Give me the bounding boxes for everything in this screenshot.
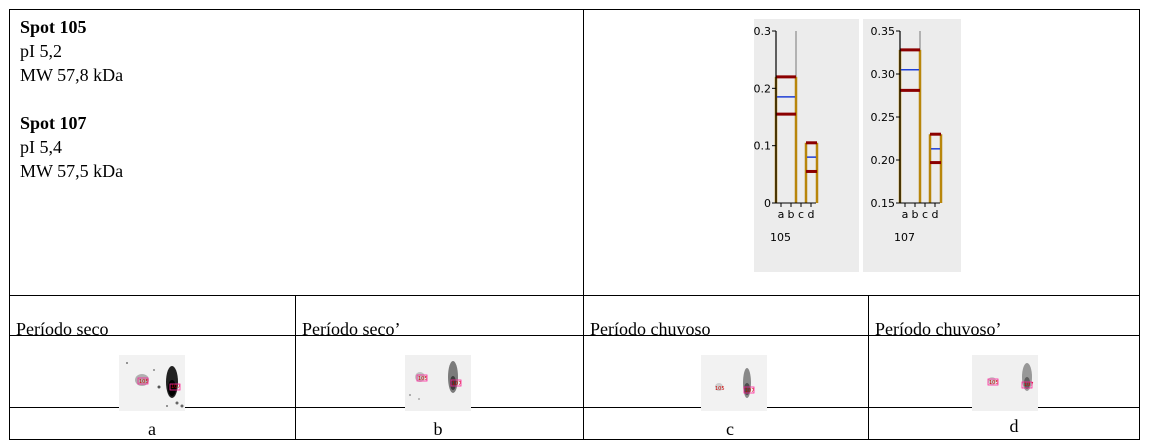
results-table: Spot 105 pI 5,2 MW 57,8 kDa Spot 107 pI …	[9, 9, 1140, 440]
y-tick-label: 0.25	[871, 111, 896, 124]
gel-c-label-107: 107	[745, 388, 755, 394]
gel-image-d: 105 107	[972, 355, 1038, 411]
gel-image-c: 105 107	[701, 355, 767, 411]
y-tick-label: 0.1	[754, 140, 771, 153]
table-divider-1	[9, 295, 1140, 296]
table-divider-col3	[868, 295, 869, 440]
column-letter-d: d	[1009, 416, 1019, 436]
spot-105-label: Spot 105	[20, 17, 87, 37]
y-tick-label: 0.35	[871, 25, 896, 38]
table-border-top	[9, 9, 1140, 10]
spot-105-mw: MW 57,8 kDa	[20, 65, 124, 85]
chart-105: 0.3 0.2 0.1 0a b c d 105	[754, 25, 819, 244]
gel-b-label-105: 105	[418, 376, 428, 382]
gel-c-label-105: 105	[715, 386, 725, 392]
x-tick-label-b: b	[788, 208, 795, 221]
spot-107-mw: MW 57,5 kDa	[20, 161, 124, 181]
period-header-chuvoso: Período chuvoso	[590, 319, 711, 339]
y-tick-label: 0.30	[871, 68, 896, 81]
table-divider-center	[583, 9, 584, 440]
gel-d-label-105: 105	[989, 380, 999, 386]
chart-107: 0.35 0.30 0.25 0.20 0.15 a b c d 107	[871, 25, 943, 244]
chart-panel-107: 0.35 0.30 0.25 0.20 0.15 a b c d 107	[863, 19, 961, 272]
gel-a-label-105: 105	[139, 379, 149, 385]
column-letter-b: b	[433, 419, 443, 439]
x-tick-label-b: b	[912, 208, 919, 221]
y-tick-label: 0.20	[871, 154, 896, 167]
table-divider-2	[9, 335, 1140, 336]
period-header-seco-prime: Período seco’	[302, 319, 401, 339]
x-tick-label-d: d	[932, 208, 939, 221]
period-header-seco: Período seco	[16, 319, 109, 339]
gel-a-label-107: 107	[171, 384, 181, 390]
gel-image-a: 105 107	[119, 355, 185, 411]
spot-107-pi: pI 5,4	[20, 137, 62, 157]
y-tick-label: 0.2	[754, 82, 771, 95]
table-border-bottom	[9, 439, 1140, 440]
y-tick-label: 0.15	[871, 197, 896, 210]
y-tick-label: 0	[764, 197, 771, 210]
spot-107-label: Spot 107	[20, 113, 87, 133]
table-border-right	[1139, 9, 1140, 440]
chart-panel-105: 0.3 0.2 0.1 0 a b c d 105	[754, 19, 859, 272]
x-tick-label-a: a	[778, 208, 785, 221]
gel-image-b: 105 107	[405, 355, 471, 411]
y-tick-label: 0.3	[754, 25, 771, 38]
chart-title: 107	[894, 231, 915, 244]
spot-105-pi: pI 5,2	[20, 41, 62, 61]
column-letter-a: a	[148, 419, 156, 439]
gel-b-label-107: 107	[452, 381, 462, 387]
table-border-left	[9, 9, 10, 440]
x-tick-label-c: c	[922, 208, 928, 221]
x-tick-label-a: a	[902, 208, 909, 221]
spot-info: Spot 105 pI 5,2 MW 57,8 kDa Spot 107 pI …	[20, 15, 123, 183]
column-letter-c: c	[726, 419, 734, 439]
table-divider-col1	[295, 295, 296, 440]
table-divider-3	[9, 407, 1140, 408]
period-header-chuvoso-prime: Período chuvoso’	[875, 319, 1002, 339]
x-tick-label-c: c	[798, 208, 804, 221]
chart-title: 105	[770, 231, 791, 244]
x-tick-label-d: d	[808, 208, 815, 221]
gel-d-label-107: 107	[1024, 382, 1034, 388]
